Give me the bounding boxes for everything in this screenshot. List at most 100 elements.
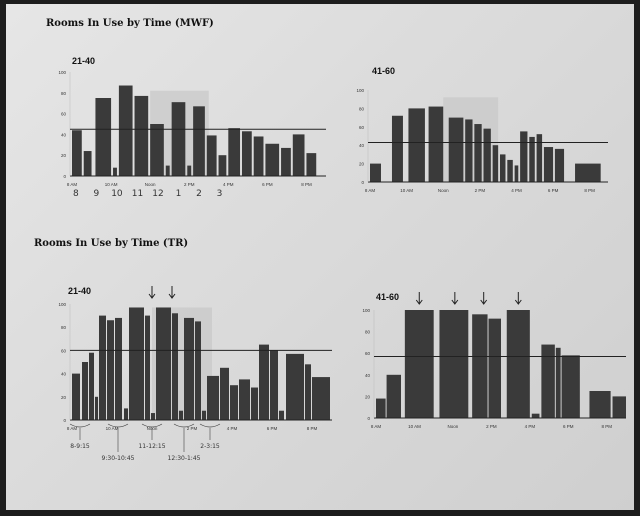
bar [207,375,219,420]
y-tick-label: 60 [61,348,67,353]
y-tick-label: 0 [367,416,370,421]
bar [575,163,601,182]
x-tick-label: 8 AM [371,424,382,429]
bar [228,128,241,176]
chart-title: 41-60 [376,292,399,302]
bar [150,124,164,176]
bar [507,159,513,182]
arrow-annotation [168,286,176,299]
bar [391,115,403,182]
y-tick-label: 40 [61,372,67,377]
handwritten-hour: 8 [73,189,79,199]
bar [134,95,149,176]
x-tick-label: 8 PM [584,188,595,193]
y-tick-label: 20 [61,153,67,158]
bar [561,355,580,418]
bar [118,85,133,176]
handwritten-time-range: 2-3:15 [200,443,220,450]
bar [292,134,305,176]
x-tick-label: 10 AM [400,188,413,193]
bar [99,315,106,420]
bar [531,413,540,418]
y-tick-label: 40 [365,373,371,378]
bar [89,352,94,420]
x-tick-label: 6 PM [262,182,273,187]
x-tick-label: 4 PM [227,426,238,431]
bar [187,165,192,176]
bar [195,321,201,420]
bracket-annotation [107,423,129,428]
x-tick-label: 2 PM [187,426,198,431]
bar [171,102,186,176]
y-tick-label: 80 [61,91,67,96]
chart-mwf-21-40: 21-40 0 20 40 60 80 100 8 AM 10 AM Noon 2 PM 4 PM 6 … [46,50,346,205]
bar [483,128,491,182]
bar [156,307,171,420]
bar [113,167,117,176]
arrow-annotation [514,292,522,305]
arrow-annotation [148,286,156,299]
bar [554,148,565,182]
chart-title: 21-40 [68,286,91,296]
chart-tr-41-60-svg: 41-60 0 20 40 60 80 100 8 AM 10 AM Noon 2 PM 4 PM 6 … [362,292,626,429]
bar [472,314,488,418]
section-title-mwf: Rooms In Use by Time (MWF) [46,18,214,29]
x-tick-label: 4 PM [223,182,234,187]
bar [95,98,112,176]
bar [184,317,194,420]
bar [83,151,92,176]
x-tick-label: 4 PM [525,424,536,429]
y-tick-label: 60 [61,112,67,117]
bar [193,106,205,176]
y-tick-label: 40 [359,143,365,148]
bracket-annotation [69,423,91,428]
x-tick-label: 8 PM [307,426,318,431]
bar [151,413,155,420]
bar [439,310,469,418]
bar [251,387,258,420]
x-tick-label: 10 AM [408,424,421,429]
x-tick-label: 2 PM [475,188,486,193]
bar [488,318,501,418]
handwritten-hour: 1 [176,189,182,199]
handwritten-hour: 12 [152,189,163,199]
bar [520,131,528,182]
x-tick-label: 6 PM [563,424,574,429]
bar [543,147,554,182]
bar [129,307,144,420]
bar [82,362,88,420]
bar [312,377,330,420]
bar [95,396,98,420]
bar [555,347,561,418]
y-tick-label: 80 [365,330,371,335]
handwritten-hour: 3 [217,189,223,199]
bar [165,165,170,176]
x-tick-label: 8 AM [67,426,78,431]
x-tick-label: 8 PM [301,182,312,187]
x-tick-label: 6 PM [548,188,559,193]
y-tick-label: 100 [58,302,66,307]
bar [218,155,227,176]
x-tick-label: 8 AM [365,188,376,193]
y-tick-label: 40 [61,132,67,137]
bar [448,117,464,182]
bar [499,154,506,182]
chart-title: 21-40 [72,56,95,66]
bar [253,136,264,176]
bar [589,391,611,418]
bracket-annotation [199,423,221,428]
chart-mwf-41-60-svg: 41-60 0 20 40 60 80 100 8 AM 10 AM Noon 2 PM 4 PM 6 … [356,66,608,193]
bar [474,124,482,182]
bar [72,373,80,420]
x-tick-label: 4 PM [511,188,522,193]
y-tick-label: 60 [359,125,365,130]
handwritten-hour: 10 [111,189,123,199]
chart-tr-41-60: 41-60 0 20 40 60 80 100 8 AM 10 AM Noon 2 PM 4 PM 6 … [346,280,631,437]
bar [179,410,183,420]
section-title-tr: Rooms In Use by Time (TR) [34,238,189,249]
y-tick-label: 80 [359,106,365,111]
bar [514,165,519,182]
handwritten-time-range: 12:30-1:45 [168,455,201,462]
y-tick-label: 0 [361,180,364,185]
